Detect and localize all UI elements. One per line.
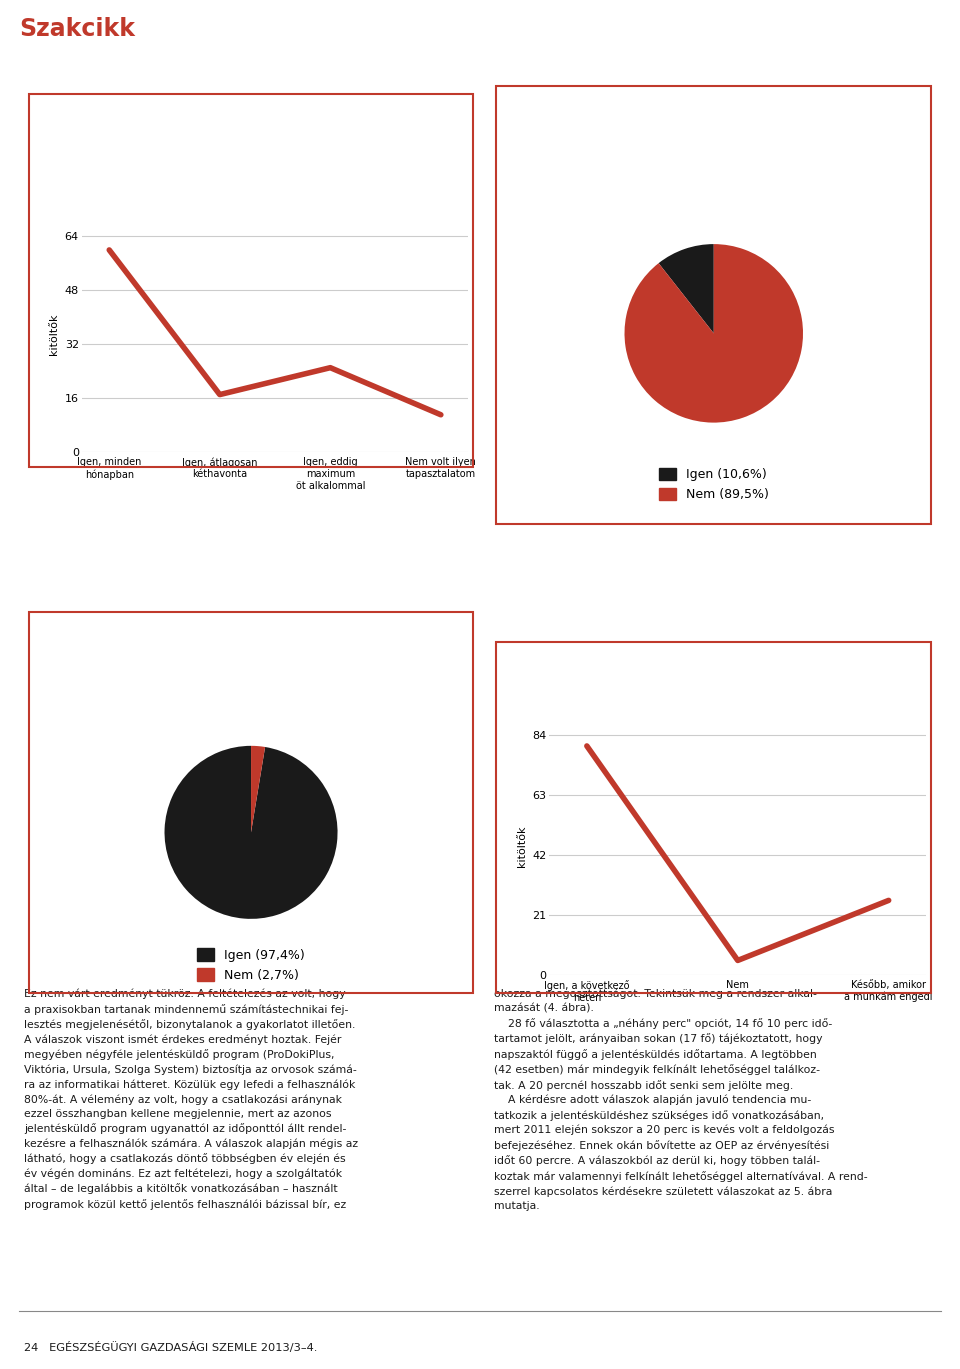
Wedge shape: [252, 746, 265, 832]
Text: Szakcikk: Szakcikk: [19, 18, 135, 41]
Text: Ez nem várt eredményt tükröz. A feltételezés az volt, hogy
a praxisokban tartana: Ez nem várt eredményt tükröz. A feltétel…: [24, 988, 358, 1210]
Text: 24   EGÉSZSÉGÜGYI GAZDASÁGI SZEMLE 2013/3–4.: 24 EGÉSZSÉGÜGYI GAZDASÁGI SZEMLE 2013/3–…: [24, 1342, 318, 1353]
Wedge shape: [659, 244, 713, 333]
Y-axis label: kitöltők: kitöltők: [516, 826, 526, 867]
Text: 7. ábra. Jó fejlesztésnek tartja-e az azonnali visszajelzést a heti jelentés
hib: 7. ábra. Jó fejlesztésnek tartja-e az az…: [42, 623, 418, 648]
Y-axis label: kitöltők: kitöltők: [49, 314, 59, 355]
Text: okozza a megosztottságot. Tekintsük meg a rendszer alkal-
mazását (4. ábra).
   : okozza a megosztottságot. Tekintsük meg …: [494, 988, 868, 1210]
Text: 8. ábra. Elvégzi-e a hibás tételek javítását a visszacsatolás alapján?: 8. ábra. Elvégzi-e a hibás tételek javít…: [510, 653, 864, 664]
Wedge shape: [164, 746, 338, 919]
Text: 6. ábra. Át kellett-e térnie a korábban használt levelezőrendszerről másikra
(bi: 6. ábra. Át kellett-e térnie a korábban …: [510, 101, 938, 126]
Wedge shape: [625, 244, 803, 423]
Legend: Igen (10,6%), Nem (89,5%): Igen (10,6%), Nem (89,5%): [659, 468, 769, 501]
Text: 5. ábra. Tapasztalta-e, hogy más e-jelentés küldési kötelezettséggel
egybeeső id: 5. ábra. Tapasztalta-e, hogy más e-jelen…: [42, 101, 397, 126]
Legend: Igen (97,4%), Nem (2,7%): Igen (97,4%), Nem (2,7%): [197, 949, 305, 982]
